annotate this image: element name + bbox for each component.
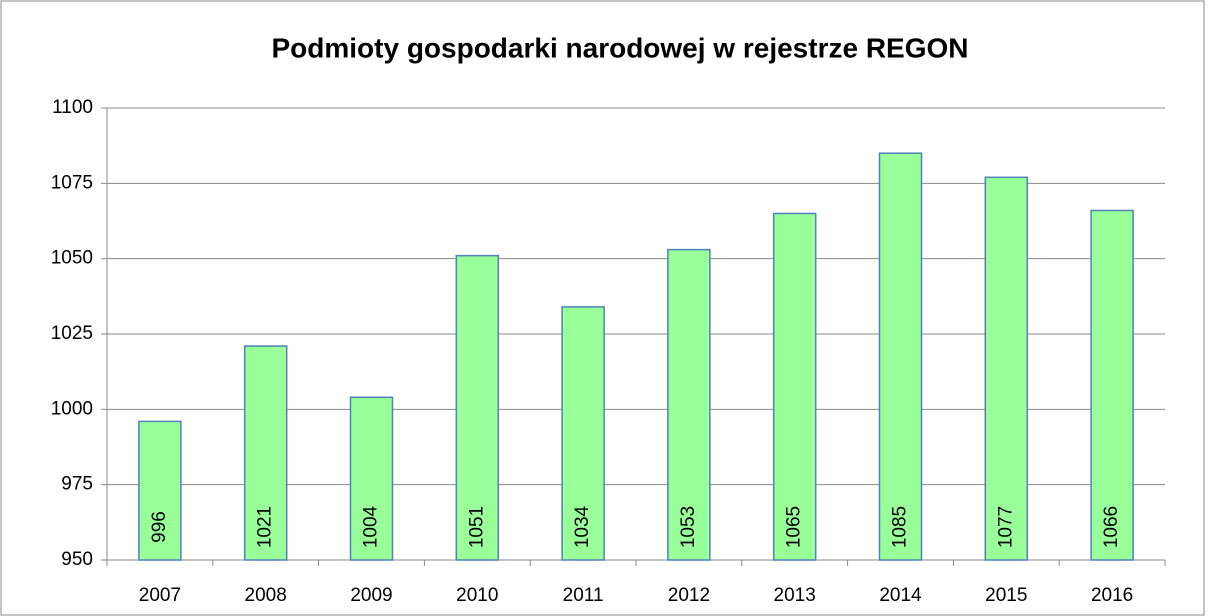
y-tick-label: 1075 <box>51 172 93 193</box>
chart-title: Podmioty gospodarki narodowej w rejestrz… <box>271 32 968 63</box>
bar <box>1090 209 1134 561</box>
data-label: 996 <box>149 511 170 543</box>
x-tick-label: 2011 <box>563 585 604 606</box>
bar <box>772 212 817 561</box>
bar <box>243 345 288 561</box>
data-label: 1077 <box>995 506 1016 548</box>
bar <box>878 152 923 561</box>
bar <box>138 420 182 561</box>
data-label: 1021 <box>255 506 276 548</box>
data-label: 1085 <box>890 506 911 548</box>
bar <box>349 396 394 561</box>
data-label: 1066 <box>1101 506 1122 548</box>
bar <box>561 306 605 561</box>
x-tick-label: 2010 <box>456 585 498 606</box>
x-tick-label: 2014 <box>879 585 922 606</box>
x-tick-label: 2012 <box>668 585 710 606</box>
y-tick-label: 1000 <box>51 398 93 419</box>
y-tick-label: 975 <box>61 474 93 495</box>
data-label: 1034 <box>572 505 593 548</box>
data-label: 1004 <box>361 505 382 548</box>
y-tick-label: 950 <box>61 549 93 570</box>
x-tick-label: 2007 <box>139 585 181 606</box>
data-label: 1051 <box>466 506 487 548</box>
y-tick-label: 1100 <box>52 97 93 118</box>
bar <box>984 176 1029 561</box>
x-tick-label: 2008 <box>245 585 287 606</box>
x-tick-label: 2009 <box>350 585 392 606</box>
x-tick-label: 2013 <box>774 585 816 606</box>
x-tick-label: 2015 <box>985 585 1027 606</box>
bar <box>455 254 500 561</box>
data-label: 1053 <box>678 506 699 548</box>
x-tick-label: 2016 <box>1091 585 1133 606</box>
y-tick-label: 1025 <box>51 323 93 344</box>
y-tick-label: 1050 <box>51 248 93 269</box>
bar <box>667 248 711 561</box>
data-label: 1065 <box>784 506 805 548</box>
